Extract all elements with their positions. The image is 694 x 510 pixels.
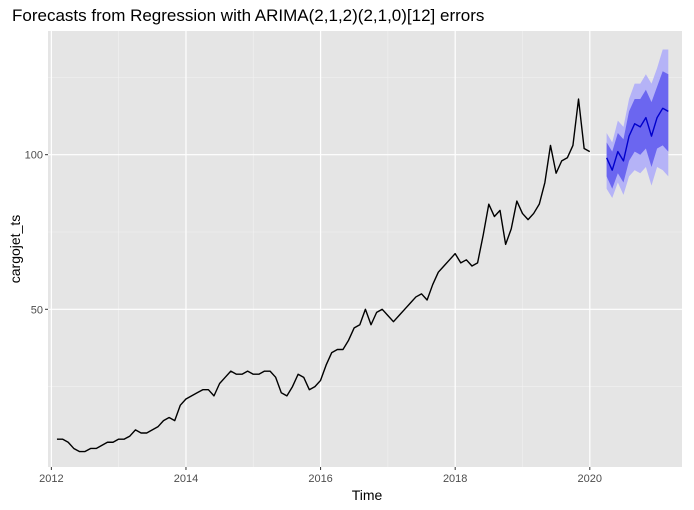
y-axis-title: cargojet_ts (7, 215, 23, 283)
forecast-mean-line (605, 107, 669, 171)
y-tick-label: 50 (31, 304, 43, 316)
x-tick-label: 2020 (578, 473, 602, 485)
series-lines (56, 98, 669, 453)
history-line (56, 98, 591, 453)
y-tick-label: 100 (25, 150, 43, 162)
x-tick-label: 2018 (443, 473, 467, 485)
x-axis: 2012 2014 2016 2018 2020 (39, 467, 602, 485)
x-axis-title: Time (352, 487, 383, 503)
chart-title: Forecasts from Regression with ARIMA(2,1… (12, 6, 484, 25)
x-tick-label: 2016 (308, 473, 332, 485)
x-tick-label: 2012 (39, 473, 63, 485)
plot-panel (48, 31, 682, 467)
y-axis: 50 100 (25, 150, 48, 316)
x-tick-label: 2014 (174, 473, 198, 485)
